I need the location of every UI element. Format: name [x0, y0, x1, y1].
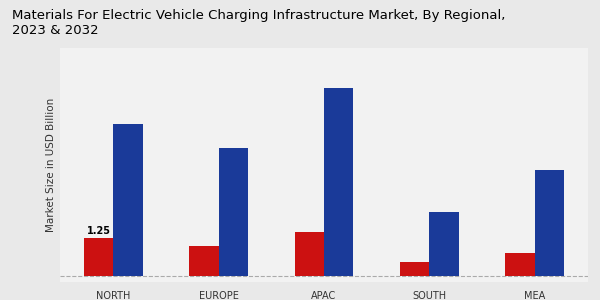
- Text: Materials For Electric Vehicle Charging Infrastructure Market, By Regional,
2023: Materials For Electric Vehicle Charging …: [12, 9, 505, 37]
- Bar: [113, 124, 143, 276]
- Y-axis label: Market Size in USD Billion: Market Size in USD Billion: [46, 98, 56, 232]
- Bar: [400, 262, 429, 276]
- Bar: [429, 212, 459, 276]
- Bar: [535, 169, 564, 276]
- Bar: [189, 245, 219, 276]
- Bar: [84, 238, 113, 276]
- Text: 1.25: 1.25: [87, 226, 111, 236]
- Bar: [295, 232, 324, 276]
- Legend: 2023, 2032: 2023, 2032: [461, 0, 582, 2]
- Bar: [219, 148, 248, 276]
- Bar: [324, 88, 353, 276]
- Bar: [505, 253, 535, 276]
